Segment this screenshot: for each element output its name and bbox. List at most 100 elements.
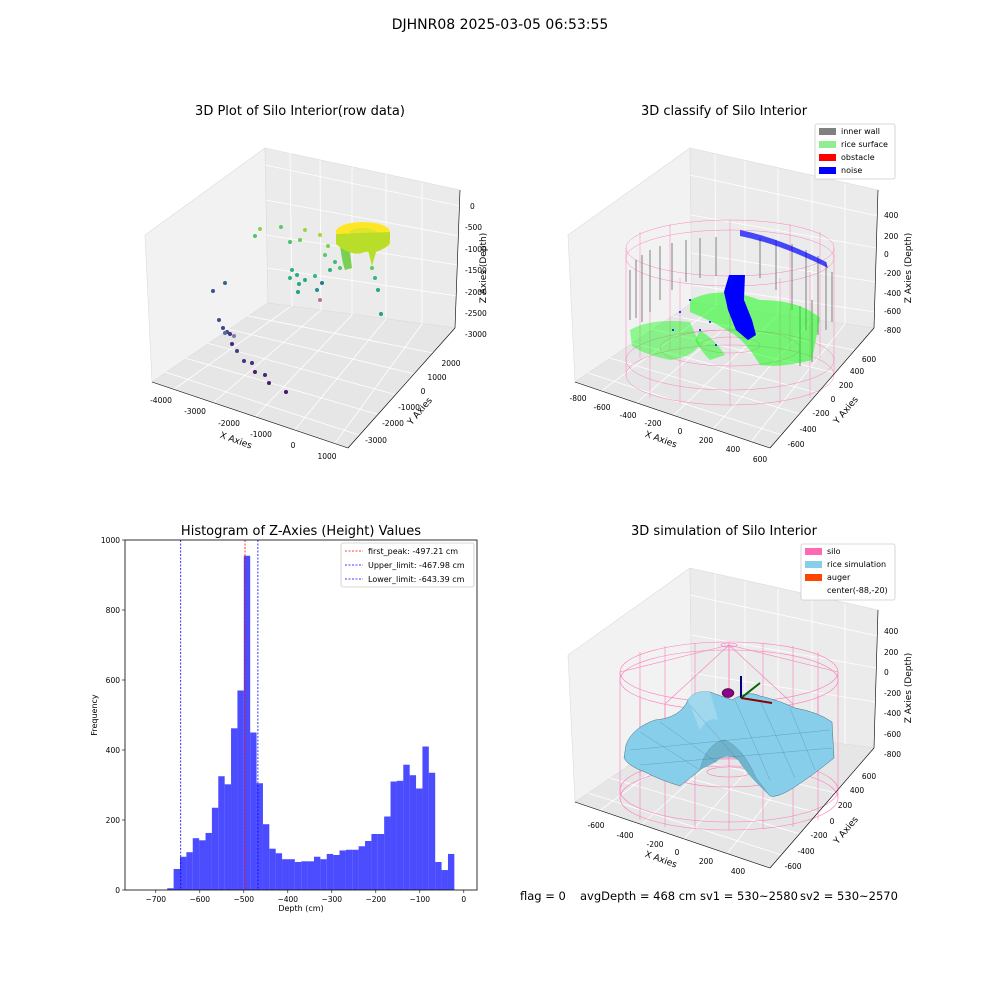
classify-xtick: -800 (569, 394, 586, 403)
histogram-bar (428, 772, 436, 890)
histogram-bar (211, 807, 219, 890)
raw-ring-points (336, 222, 390, 270)
histogram-bar (294, 862, 302, 890)
simulation-ytick: 200 (838, 801, 853, 810)
classify-ytick: 600 (862, 355, 877, 364)
classify-xtick: 600 (753, 455, 768, 464)
histogram-bar (409, 775, 417, 890)
simulation-xtick: -600 (587, 821, 604, 830)
histogram-bar (186, 852, 193, 890)
histogram-bar (167, 888, 174, 890)
raw-ytick: 1000 (427, 373, 446, 382)
simulation-xtick: 200 (699, 857, 714, 866)
classify-inner-wall (629, 237, 833, 366)
simulation-ztick: -200 (884, 689, 901, 698)
raw-xtick: -2000 (218, 419, 240, 428)
histogram-bar (173, 869, 180, 890)
classify-ytick: 0 (831, 395, 836, 404)
raw-xtick: -1000 (250, 430, 272, 439)
raw-z-axis-label: Z Axies (Depth) (479, 233, 489, 304)
histogram-bar (333, 855, 340, 890)
histogram-bar (435, 862, 442, 890)
simulation-ztick: 400 (884, 627, 899, 636)
legend-label: rice simulation (827, 560, 886, 569)
simulation-plot-title: 3D simulation of Silo Interior (631, 524, 817, 539)
histogram-bar (192, 838, 200, 890)
status-sv1: sv1 = 530~2580 (700, 889, 798, 903)
legend-swatch-noise (819, 167, 836, 174)
legend-swatch-rice-simulation (805, 561, 822, 568)
classify-z-axis-label: Z Axies (Depth) (904, 233, 914, 304)
simulation-ytick: 400 (850, 786, 865, 795)
status-sv2: sv2 = 530~2570 (800, 889, 898, 903)
simulation-ytick: 600 (862, 772, 877, 781)
legend-label: auger (827, 573, 851, 582)
simulation-ytick: 0 (830, 817, 835, 826)
simulation-ztick: 0 (884, 668, 889, 677)
legend-label: first_peak: -497.21 cm (368, 547, 458, 556)
histogram-bar (416, 788, 423, 890)
histogram-ytick-label: 800 (106, 606, 121, 615)
simulation-ztick: -600 (884, 730, 901, 739)
histogram-frame (124, 539, 478, 891)
raw-ztick: 0 (470, 202, 475, 211)
histogram-y-axis-label: Frequency (90, 694, 99, 736)
simulation-legend: silo rice simulation auger center(-88,-2… (800, 543, 896, 601)
classify-ztick: 200 (884, 232, 899, 241)
classify-ztick: -800 (884, 326, 901, 335)
histogram-bar (352, 849, 359, 890)
legend-swatch-silo (805, 548, 822, 555)
simulation-xtick: 400 (731, 867, 746, 876)
raw-ztick: -1500 (465, 266, 487, 275)
simulation-xtick: -200 (646, 840, 663, 849)
histogram-xtick-label: −200 (365, 895, 386, 904)
simulation-xtick: 0 (675, 848, 680, 857)
histogram-xtick-label: −600 (189, 895, 210, 904)
status-avg-depth: avgDepth = 468 cm (580, 889, 697, 903)
histogram-bar (339, 850, 346, 890)
histogram-xtick-label: 0 (461, 895, 466, 904)
histogram-bar (371, 834, 378, 890)
raw-ytick: -2000 (382, 419, 404, 428)
histogram-bar (447, 853, 455, 890)
classify-legend: inner wall rice surface obstacle noise (814, 123, 896, 180)
histogram-bar (199, 840, 206, 890)
legend-swatch-obstacle (819, 154, 836, 161)
classify-plot-title: 3D classify of Silo Interior (640, 104, 808, 119)
classify-xtick: 0 (678, 427, 683, 436)
histogram-bar (231, 728, 238, 890)
legend-label: noise (841, 166, 862, 175)
legend-label: Upper_limit: -467.98 cm (368, 561, 465, 570)
simulation-ytick: -600 (784, 862, 801, 871)
classify-ytick: -600 (787, 440, 804, 449)
legend-label: obstacle (841, 153, 875, 162)
classify-xtick: -200 (644, 419, 661, 428)
raw-xtick: -4000 (150, 396, 172, 405)
simulation-ztick: -800 (884, 750, 901, 759)
classify-ztick: 0 (884, 250, 889, 259)
legend-label: rice surface (841, 140, 888, 149)
legend-label: silo (827, 547, 841, 556)
histogram-bar (282, 859, 289, 890)
classify-ztick: -600 (884, 307, 901, 316)
histogram-reference-lines (180, 540, 259, 890)
raw-ztick: -1000 (465, 245, 487, 254)
figure-title: DJHNR08 2025-03-05 06:53:55 (391, 17, 609, 33)
raw-ytick: -3000 (365, 436, 387, 445)
histogram-bar (345, 849, 353, 890)
simulation-ztick: 200 (884, 648, 899, 657)
simulation-ytick: -200 (810, 831, 827, 840)
classify-xtick: -600 (593, 403, 610, 412)
raw-ytick: 0 (421, 387, 426, 396)
histogram-bar (307, 861, 314, 890)
histogram-bar (358, 846, 366, 890)
classify-ytick: 200 (839, 381, 854, 390)
simulation-ytick: -400 (797, 847, 814, 856)
histogram-x-axis-label: Depth (cm) (278, 904, 323, 913)
simulation-center-marker (721, 676, 773, 704)
histogram-xtick-label: −100 (409, 895, 430, 904)
histogram-ytick-label: 1000 (101, 536, 120, 545)
